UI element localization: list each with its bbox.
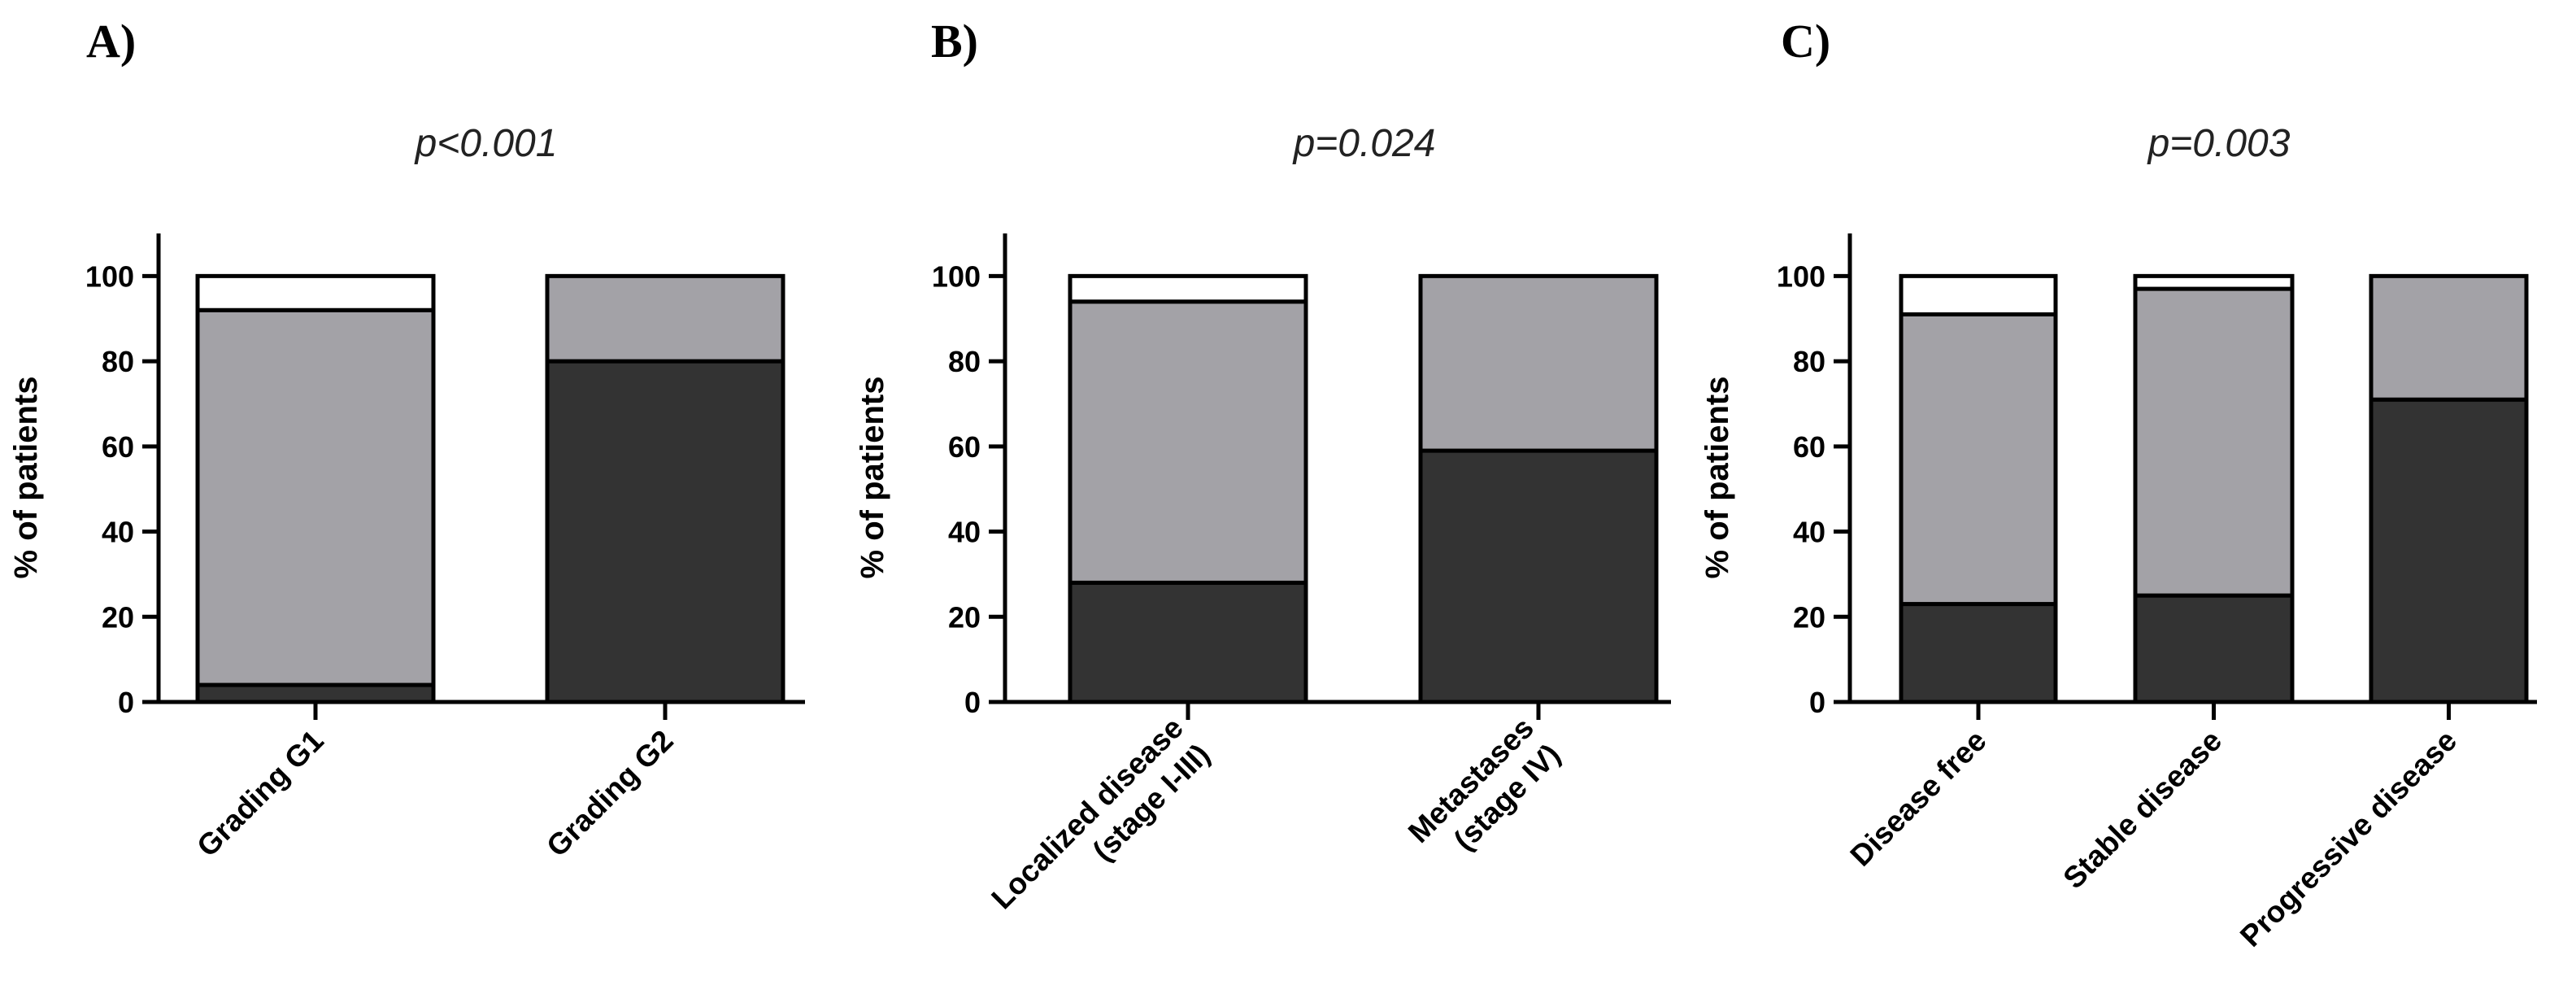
y-axis-label: % of patients [1699, 377, 1735, 579]
y-tick-label: 100 [85, 259, 134, 293]
bar-stack [195, 273, 436, 704]
x-category-label: Grading G2 [540, 724, 679, 863]
y-tick-label: 60 [102, 430, 134, 464]
bar-segment-grey [2133, 286, 2295, 598]
bar-segment-dark [1068, 580, 1308, 704]
bar-segment-grey [1068, 299, 1308, 585]
bar-stack [1899, 273, 2058, 704]
x-category-label: Localized disease(stage I-III) [985, 711, 1216, 942]
bar-segment-grey [545, 273, 785, 364]
y-tick-label: 0 [1809, 686, 1825, 719]
y-tick-label: 40 [1793, 516, 1825, 549]
x-category-label-line: Progressive disease [2234, 724, 2463, 953]
y-tick-label: 40 [948, 516, 981, 549]
p-value-title: p=0.024 [1292, 122, 1436, 165]
bar-stack [2133, 273, 2295, 704]
y-tick-label: 80 [948, 345, 981, 378]
bar-segment-grey [1418, 273, 1659, 453]
x-category-label-line: Disease free [1843, 724, 1992, 873]
y-tick-label: 40 [102, 516, 134, 549]
y-tick-label: 0 [964, 686, 981, 719]
panel-letter: B) [931, 15, 978, 68]
y-tick-label: 0 [118, 686, 134, 719]
bar-segment-grey [2369, 273, 2529, 402]
x-category-label-line: Grading G1 [190, 724, 329, 863]
bar-stack [545, 273, 785, 704]
x-category-label: Metastases(stage IV) [1402, 711, 1567, 876]
x-category-label: Disease free [1843, 724, 1992, 873]
x-category-label-line: Grading G2 [540, 724, 679, 863]
bar-segment-grey [195, 307, 436, 687]
bar-segment-dark [195, 682, 436, 704]
x-category-label: Grading G1 [190, 724, 329, 863]
y-tick-label: 60 [948, 430, 981, 464]
p-value-title: p<0.001 [414, 122, 558, 165]
bar-segment-dark [545, 359, 785, 704]
bar-stack [1418, 273, 1659, 704]
p-value-title: p=0.003 [2147, 122, 2291, 165]
x-category-label: Stable disease [2056, 724, 2228, 896]
y-axis-label: % of patients [855, 377, 890, 579]
y-axis-label: % of patients [8, 377, 44, 579]
bar-segment-white [2133, 273, 2295, 291]
bar-stack [2369, 273, 2529, 704]
panel-letter: A) [86, 15, 136, 68]
chart-panel-3: C) p=0.003 % of patients Disease free Stable… [1699, 15, 2537, 953]
bar-segment-white [1899, 273, 2058, 316]
bar-segment-white [195, 273, 436, 312]
bar-segment-white [1068, 273, 1308, 304]
bar-segment-dark [1899, 602, 2058, 704]
x-category-label-line: Stable disease [2056, 724, 2228, 896]
chart-panel-2: B) p=0.024 % of patients Localized disease(… [855, 15, 1671, 942]
chart-panel-1: A) p<0.001 % of patients Grading G1 Grading … [8, 15, 805, 863]
y-tick-label: 100 [932, 259, 981, 293]
y-tick-label: 60 [1793, 430, 1825, 464]
y-tick-label: 20 [102, 600, 134, 634]
bar-stack [1068, 273, 1308, 704]
bar-segment-dark [2133, 593, 2295, 704]
y-tick-label: 20 [948, 600, 981, 634]
bar-segment-dark [2369, 397, 2529, 704]
bar-segment-grey [1899, 312, 2058, 607]
y-tick-label: 20 [1793, 600, 1825, 634]
y-tick-label: 100 [1777, 259, 1825, 293]
y-tick-label: 80 [1793, 345, 1825, 378]
y-tick-label: 80 [102, 345, 134, 378]
bar-segment-dark [1418, 448, 1659, 704]
panel-letter: C) [1781, 15, 1830, 68]
x-category-label: Progressive disease [2234, 724, 2463, 953]
